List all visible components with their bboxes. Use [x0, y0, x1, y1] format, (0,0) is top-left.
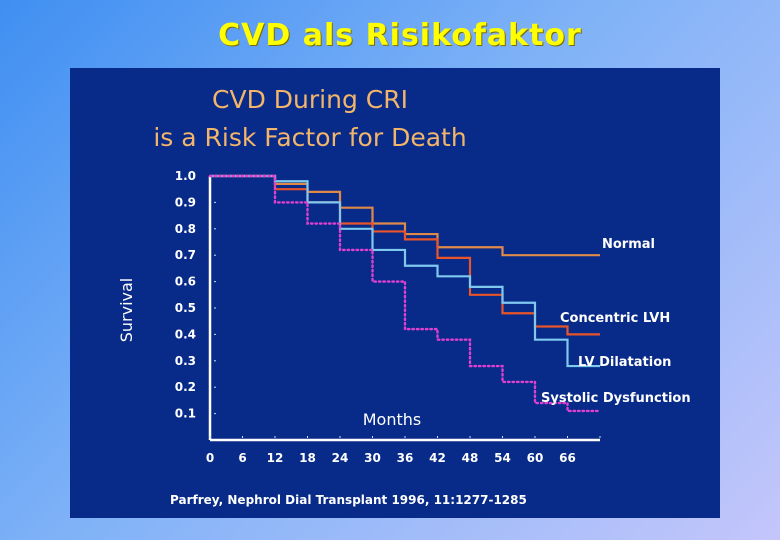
- y-tick-label: 0.7: [175, 248, 196, 262]
- series-label-lv-dilatation: LV Dilatation: [578, 355, 671, 370]
- x-tick-label: 30: [364, 451, 381, 465]
- x-tick-label: 60: [527, 451, 544, 465]
- x-tick-label: 66: [559, 451, 576, 465]
- y-tick-label: 0.4: [175, 327, 196, 341]
- x-tick-label: 24: [332, 451, 349, 465]
- y-tick-label: 0.1: [175, 407, 196, 421]
- y-tick-label: 0.9: [175, 195, 196, 209]
- x-tick-label: 18: [299, 451, 316, 465]
- x-tick-label: 6: [238, 451, 246, 465]
- series-label-normal: Normal: [602, 237, 655, 252]
- chart-title-line-2: is a Risk Factor for Death: [153, 123, 466, 152]
- series-line-lv-dilatation: [210, 174, 600, 368]
- y-axis-label: Survival: [117, 278, 136, 343]
- y-tick-label: 0.6: [175, 275, 196, 289]
- series-label-systolic-dysfunction: Systolic Dysfunction: [541, 391, 691, 406]
- chart-title-line-1: CVD During CRI: [212, 85, 408, 114]
- y-tick-label: 0.5: [175, 301, 196, 315]
- x-tick-label: 54: [494, 451, 511, 465]
- x-axis-label: Months: [363, 410, 421, 429]
- y-tick-label: 0.2: [175, 380, 196, 394]
- chart-panel: CVD During CRI is a Risk Factor for Deat…: [70, 68, 720, 518]
- x-tick-label: 42: [429, 451, 446, 465]
- series-line-normal: [210, 174, 600, 257]
- x-tick-label: 12: [267, 451, 284, 465]
- x-tick-label: 48: [462, 451, 479, 465]
- y-tick-label: 0.3: [175, 354, 196, 368]
- x-tick-label: 0: [206, 451, 214, 465]
- slide-title: CVD als Risikofaktor: [218, 18, 582, 53]
- series-line-systolic-dysfunction: [208, 174, 602, 413]
- survival-chart: CVD During CRI is a Risk Factor for Deat…: [117, 85, 691, 507]
- y-tick-label: 1.0: [175, 169, 196, 183]
- y-tick-label: 0.8: [175, 222, 196, 236]
- series-label-concentric-lvh: Concentric LVH: [560, 311, 670, 326]
- x-tick-label: 36: [397, 451, 414, 465]
- chart-source-citation: Parfrey, Nephrol Dial Transplant 1996, 1…: [170, 493, 527, 507]
